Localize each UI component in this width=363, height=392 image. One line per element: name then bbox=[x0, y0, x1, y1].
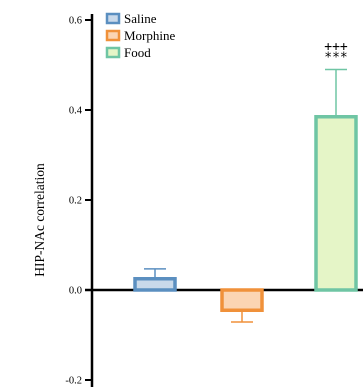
y-tick-label: 0.0 bbox=[69, 286, 82, 297]
legend-label-saline: Saline bbox=[124, 11, 157, 26]
bar-food bbox=[314, 115, 358, 292]
significance-annotation: +++ bbox=[324, 40, 348, 55]
y-tick-label: 0.2 bbox=[69, 196, 82, 207]
legend-swatch-saline bbox=[105, 12, 121, 25]
significance-annotation: *** bbox=[324, 51, 347, 66]
bars: +++*** bbox=[133, 40, 358, 323]
legend-swatch-morphine bbox=[105, 29, 121, 42]
y-tick-label: 0.6 bbox=[69, 16, 82, 27]
legend-label-food: Food bbox=[124, 45, 151, 60]
bar-saline bbox=[133, 277, 177, 292]
legend: Saline Morphine Food bbox=[105, 11, 176, 60]
legend-label-morphine: Morphine bbox=[124, 28, 176, 43]
y-axis-label: HIP-NAc correlation bbox=[32, 163, 47, 277]
legend-swatch-food bbox=[105, 46, 121, 59]
y-tick-label: -0.2 bbox=[65, 376, 82, 387]
y-tick-label: 0.4 bbox=[69, 106, 83, 117]
bar-morphine bbox=[220, 288, 264, 312]
